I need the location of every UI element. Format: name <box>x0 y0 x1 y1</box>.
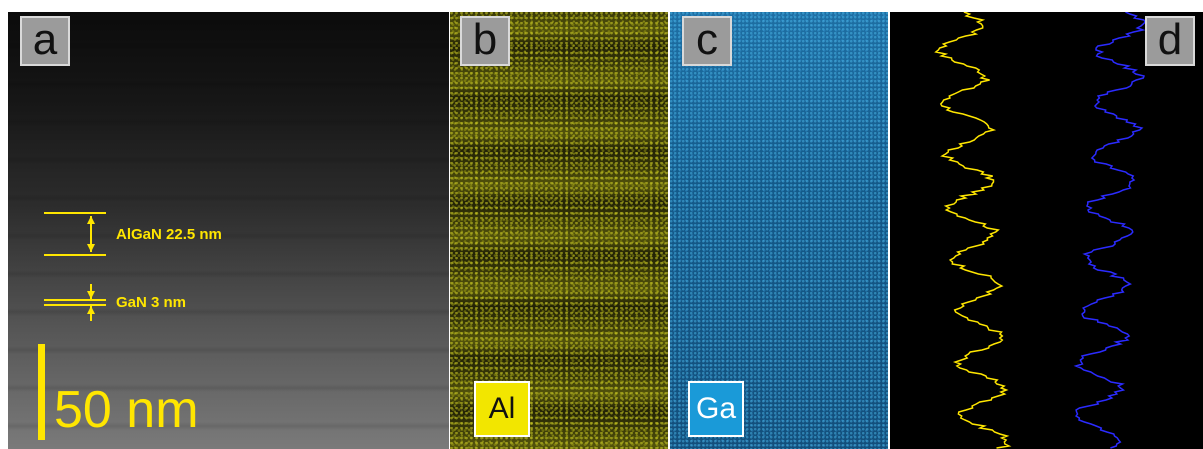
panel-label-b: b <box>460 16 510 66</box>
scale-bar <box>38 344 45 440</box>
line-profiles <box>934 12 1147 449</box>
panel-label-c: c <box>682 16 732 66</box>
scale-bar-label: 50 nm <box>54 381 199 439</box>
layer-thickness-annotation <box>38 212 106 440</box>
panel-label-a: a <box>20 16 70 66</box>
stem-image-panel: a AlGaN 22.5 nm GaN 3 nm 50 nm <box>8 12 449 449</box>
al-line-profile <box>934 12 1012 449</box>
line-profile-panel: d <box>890 12 1203 449</box>
panel-label-d: d <box>1145 16 1195 66</box>
algan-thickness-label: AlGaN 22.5 nm <box>116 226 222 243</box>
gan-thickness-label: GaN 3 nm <box>116 294 187 311</box>
ga-eds-map-panel: c Ga <box>670 12 888 449</box>
ga-element-badge: Ga <box>688 381 744 437</box>
al-element-badge: Al <box>474 381 530 437</box>
al-eds-map-panel: b Al <box>450 12 668 449</box>
ga-line-profile <box>1073 12 1147 449</box>
